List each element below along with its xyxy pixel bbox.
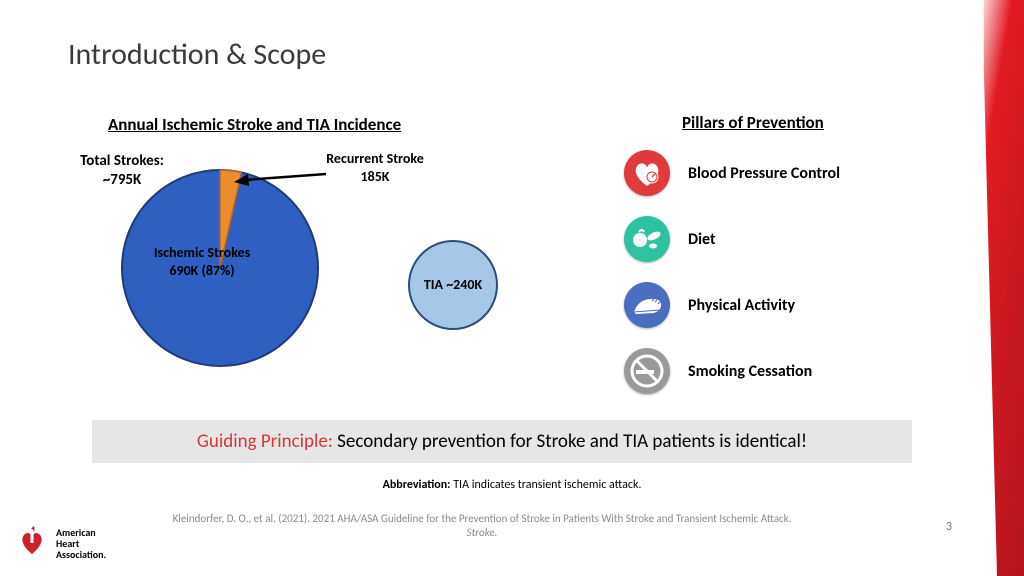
- heart-torch-icon: [16, 524, 48, 562]
- activity-icon: [624, 282, 670, 328]
- pillar-label: Smoking Cessation: [688, 362, 812, 381]
- citation-line2: Stroke.: [0, 526, 964, 540]
- tia-label: TIA ~240K: [424, 276, 482, 294]
- pillar-label: Physical Activity: [688, 296, 795, 315]
- pillar-item-smoking: Smoking Cessation: [624, 348, 964, 394]
- pillar-label: Diet: [688, 230, 716, 249]
- aha-logo-text: American Heart Association.: [56, 527, 106, 560]
- pillar-item-activity: Physical Activity: [624, 282, 964, 328]
- page-title: Introduction & Scope: [68, 36, 326, 73]
- abbrev-label: Abbreviation:: [383, 478, 451, 492]
- ischemic-slice-label: Ischemic Strokes 690K (87%): [142, 244, 262, 280]
- recurrent-slice-label: Recurrent Stroke 185K: [320, 150, 430, 186]
- pillars-list: Blood Pressure Control Diet Physical Act…: [624, 150, 964, 414]
- chart-title: Annual Ischemic Stroke and TIA Incidence: [108, 114, 401, 135]
- pillars-title: Pillars of Prevention: [682, 112, 824, 133]
- pillar-item-bp: Blood Pressure Control: [624, 150, 964, 196]
- diet-icon: [624, 216, 670, 262]
- bp-icon: [624, 150, 670, 196]
- citation-line1: Kleindorfer, D. O., et al. (2021). 2021 …: [173, 512, 792, 525]
- tia-bubble: TIA ~240K: [408, 240, 498, 330]
- pillar-label: Blood Pressure Control: [688, 164, 840, 183]
- pillar-item-diet: Diet: [624, 216, 964, 262]
- guiding-principle-box: Guiding Principle: Secondary prevention …: [92, 420, 912, 463]
- callout-arrow-icon: [234, 156, 330, 186]
- smoking-icon: [624, 348, 670, 394]
- abbreviation-note: Abbreviation: TIA indicates transient is…: [0, 478, 1024, 492]
- aha-logo: American Heart Association.: [16, 524, 106, 562]
- guiding-text: Secondary prevention for Stroke and TIA …: [333, 430, 807, 453]
- abbrev-text: TIA indicates transient ischemic attack.: [451, 478, 642, 492]
- logo-line3: Association.: [56, 548, 106, 561]
- citation: Kleindorfer, D. O., et al. (2021). 2021 …: [0, 512, 964, 541]
- page-number: 3: [946, 520, 952, 534]
- guiding-label: Guiding Principle:: [197, 430, 333, 453]
